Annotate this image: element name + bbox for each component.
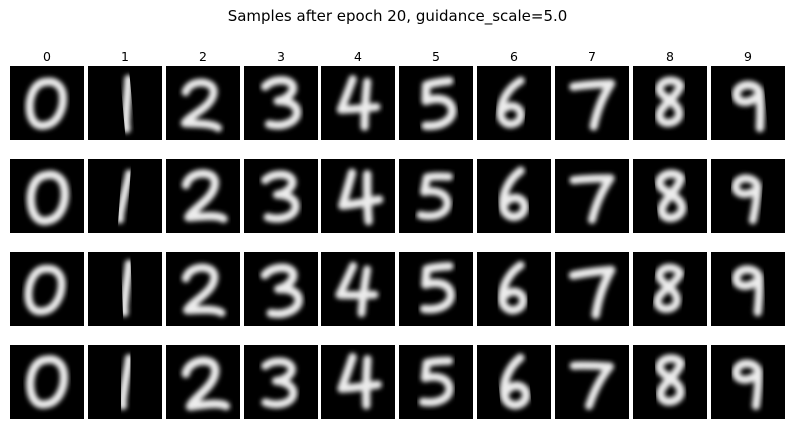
digit-9-glyph (731, 174, 762, 225)
digit-4-glyph (338, 168, 384, 226)
digit-0-glyph (24, 264, 66, 316)
sample-image-7 (555, 252, 629, 326)
column-label-6: 6 (510, 49, 518, 64)
digit-9-glyph (732, 265, 764, 317)
sample-image-4 (321, 345, 395, 419)
digit-8-glyph (653, 263, 685, 313)
sample-image-7 (555, 159, 629, 233)
digit-3-glyph (261, 170, 300, 223)
column-label-7: 7 (588, 49, 596, 64)
sample-image-5 (399, 345, 473, 419)
sample-image-4 (321, 159, 395, 233)
sample-image-0 (10, 252, 84, 326)
column-label-5: 5 (432, 49, 440, 64)
sample-image-8 (633, 159, 707, 233)
digit-4-glyph (337, 352, 382, 410)
sample-image-4 (321, 66, 395, 140)
digit-3-glyph (260, 76, 302, 130)
sample-image-4 (321, 252, 395, 326)
sample-image-2 (166, 345, 240, 419)
digit-2-glyph (181, 169, 228, 223)
digit-1-glyph (119, 259, 134, 317)
digit-7-glyph (568, 265, 616, 319)
sample-image-6 (477, 345, 551, 419)
digit-2-glyph (180, 78, 223, 133)
digit-5-glyph (421, 76, 457, 131)
sample-image-9 (711, 159, 785, 233)
sample-image-1 (88, 345, 162, 419)
figure-title: Samples after epoch 20, guidance_scale=5… (227, 7, 568, 25)
column-label-1: 1 (121, 49, 129, 64)
column-label-4: 4 (354, 49, 362, 64)
digit-6-glyph (498, 166, 529, 221)
sample-image-6 (477, 252, 551, 326)
sample-image-9 (711, 345, 785, 419)
sample-image-8 (633, 66, 707, 140)
column-label-2: 2 (199, 49, 207, 64)
column-label-3: 3 (277, 49, 285, 64)
digit-9-glyph (732, 80, 765, 133)
digit-5-glyph (418, 356, 454, 407)
sample-image-1 (88, 66, 162, 140)
sample-image-9 (711, 252, 785, 326)
sample-image-0 (10, 345, 84, 419)
digit-1-glyph (115, 169, 134, 224)
digit-6-glyph (498, 261, 528, 315)
digit-8-glyph (655, 354, 686, 406)
digit-1-glyph (118, 354, 134, 410)
sample-image-2 (166, 159, 240, 233)
sample-image-3 (244, 252, 318, 326)
sample-image-1 (88, 252, 162, 326)
column-label-0: 0 (43, 49, 51, 64)
sample-image-8 (633, 252, 707, 326)
digit-7-glyph (569, 174, 615, 224)
digit-6-glyph (499, 353, 531, 410)
sample-image-5 (399, 159, 473, 233)
sample-image-8 (633, 345, 707, 419)
digit-9-glyph (732, 359, 763, 410)
digit-2-glyph (181, 263, 226, 317)
sample-image-1 (88, 159, 162, 233)
digit-4-glyph (336, 75, 381, 131)
sample-image-0 (10, 159, 84, 233)
digit-0-glyph (26, 170, 70, 226)
digit-5-glyph (419, 262, 456, 314)
sample-image-6 (477, 66, 551, 140)
digit-5-glyph (416, 172, 454, 220)
digit-3-glyph (260, 263, 303, 319)
sample-image-5 (399, 66, 473, 140)
sample-image-5 (399, 252, 473, 326)
sample-image-3 (244, 159, 318, 233)
sample-image-3 (244, 66, 318, 140)
digit-1-glyph (121, 74, 133, 134)
column-label-8: 8 (666, 49, 674, 64)
digit-3-glyph (261, 357, 298, 409)
digit-2-glyph (181, 356, 231, 411)
sample-image-7 (555, 66, 629, 140)
digit-0-glyph (26, 355, 69, 409)
digit-6-glyph (496, 76, 525, 129)
sample-image-3 (244, 345, 318, 419)
digit-0-glyph (25, 77, 68, 130)
digit-7-glyph (569, 79, 616, 131)
digit-8-glyph (655, 76, 685, 127)
sample-image-7 (555, 345, 629, 419)
digit-7-glyph (569, 361, 614, 410)
sample-image-0 (10, 66, 84, 140)
sample-image-2 (166, 252, 240, 326)
column-label-9: 9 (744, 49, 752, 64)
digit-4-glyph (335, 261, 379, 318)
sample-image-2 (166, 66, 240, 140)
digit-8-glyph (655, 169, 687, 223)
sample-image-9 (711, 66, 785, 140)
sample-image-6 (477, 159, 551, 233)
